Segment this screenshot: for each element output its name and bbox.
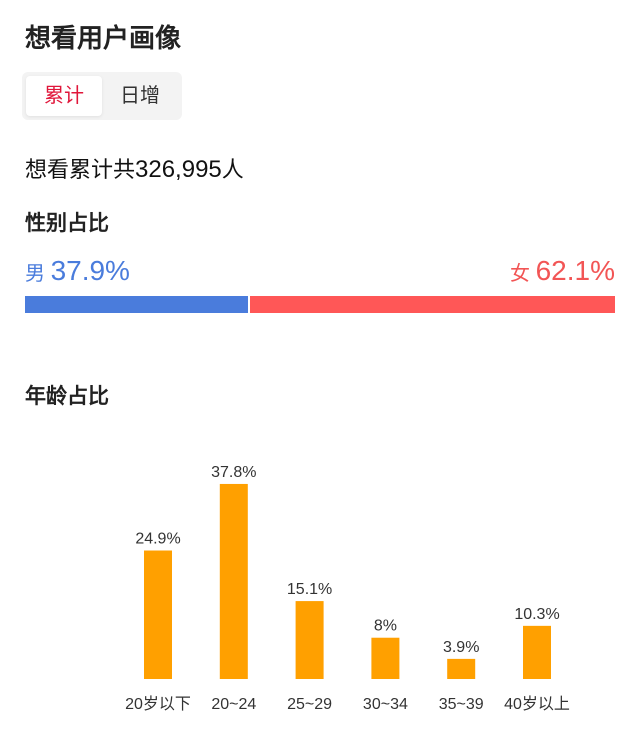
category-label: 40岁以上 — [504, 695, 570, 713]
female-bar — [249, 296, 615, 313]
data-label: 3.9% — [443, 639, 479, 656]
data-label: 24.9% — [135, 531, 180, 548]
age-bar — [371, 637, 400, 679]
total-summary: 想看累计共326,995人 — [25, 152, 244, 184]
male-label: 男 — [25, 263, 45, 285]
age-title: 年龄占比 — [25, 385, 109, 408]
male-pct: 37.9% — [50, 255, 130, 286]
age-bar-chart: 24.9% 20岁以下 37.8% 20~24 15.1% 25~29 8% 30~34 3.9… — [125, 464, 570, 713]
data-label: 8% — [374, 618, 397, 635]
male-bar — [25, 296, 248, 313]
age-bar — [447, 658, 476, 679]
bar-divider — [247, 296, 250, 313]
female-label: 女 — [510, 263, 531, 285]
category-label: 35~39 — [439, 696, 484, 713]
category-label: 25~29 — [287, 696, 332, 713]
age-bar — [219, 483, 248, 679]
total-suffix: 人 — [221, 157, 244, 182]
tab-daily[interactable]: 日增 — [120, 85, 160, 107]
gender-bar — [25, 296, 615, 313]
total-count: 326,995 — [135, 156, 222, 183]
age-bar — [523, 625, 551, 679]
female-pct: 62.1% — [535, 255, 615, 286]
page-title: 想看用户画像 — [25, 23, 182, 53]
data-label: 15.1% — [287, 581, 332, 598]
category-label: 20~24 — [211, 696, 256, 713]
total-prefix: 想看累计共 — [25, 157, 136, 182]
gender-title: 性别占比 — [25, 212, 109, 235]
category-label: 20岁以下 — [125, 695, 191, 713]
tab-cumulative[interactable]: 累计 — [26, 76, 102, 116]
age-bar — [295, 601, 324, 679]
tab-group: 累计 日增 — [22, 72, 182, 120]
category-label: 30~34 — [363, 696, 408, 713]
female-stat: 女 62.1% — [510, 255, 615, 287]
data-label: 37.8% — [211, 464, 256, 481]
age-bar — [144, 550, 172, 679]
data-label: 10.3% — [514, 606, 559, 623]
male-stat: 男 37.9% — [25, 255, 130, 287]
